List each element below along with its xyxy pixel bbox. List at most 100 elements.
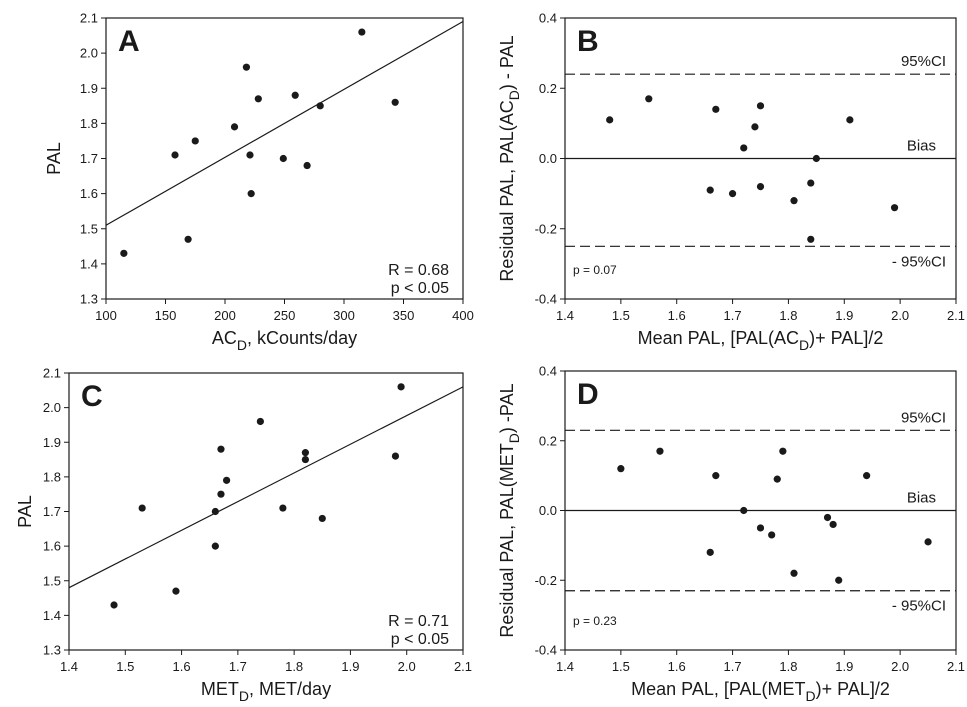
panel-b-ci-upper-label: 95%CI — [901, 53, 946, 70]
panel-a-x-axis-title: ACD, kCounts/day — [212, 328, 357, 353]
panel-b-data-point — [756, 183, 765, 191]
panel-a-data-point — [191, 137, 199, 145]
panel-d-bias-label: Bias — [907, 490, 936, 507]
panel-a-p-value: p < 0.05 — [391, 280, 449, 297]
panel-d-data-point — [768, 531, 776, 539]
panel-b-x-tick-label: 1.4 — [556, 308, 574, 323]
panel-b-data-point — [807, 235, 815, 243]
panel-a-data-point — [254, 95, 262, 103]
panel-d-y-tick-label: -0.2 — [535, 573, 557, 588]
panel-d-x-tick-label: 1.8 — [779, 659, 797, 674]
axis-title-subscript: D — [806, 688, 816, 704]
panel-d-data-point — [863, 472, 871, 480]
panel-a-data-point — [247, 190, 255, 198]
panel-b-y-tick-label: -0.2 — [535, 221, 557, 236]
panel-b-x-tick-label: 1.6 — [668, 308, 686, 323]
panel-d-x-axis-title: Mean PAL, [PAL(METD)+ PAL]/2 — [631, 679, 890, 704]
panel-b-data-point — [740, 144, 748, 152]
panel-a-r-value: R = 0.68 — [388, 262, 449, 279]
panel-b-data-point — [756, 102, 765, 110]
panel-c-r-value: R = 0.71 — [388, 613, 449, 630]
axis-title-main: Mean PAL, [PAL(AC — [638, 328, 799, 348]
panel-c-x-tick-label: 1.9 — [341, 659, 359, 674]
panel-d-y-axis-title: Residual PAL, PAL(METD) -PAL — [497, 383, 522, 637]
panel-d-data-point — [706, 548, 714, 556]
panel-d-data-point — [823, 513, 832, 522]
panel-a-data-point — [358, 28, 366, 36]
panel-c-y-tick-label: 2.0 — [43, 400, 61, 415]
panel-d-y-tick-label: 0.4 — [539, 364, 557, 379]
panel-c-data-point — [279, 504, 287, 512]
panel-d-data-point — [790, 569, 798, 577]
panel-c-data-point — [391, 452, 400, 460]
panel-c-y-tick-label: 1.9 — [43, 435, 61, 450]
panel-b-x-axis-title: Mean PAL, [PAL(ACD)+ PAL]/2 — [638, 328, 884, 353]
panel-a-y-axis-title: PAL — [44, 142, 64, 175]
panel-c-data-point — [211, 507, 219, 516]
panel-b-data-point — [606, 116, 614, 124]
panel-b-ci-lower-label: - 95%CI — [892, 253, 946, 270]
axis-title-subscript: D — [799, 337, 809, 353]
panel-c-regression-line — [68, 386, 464, 589]
panel-a-data-point — [303, 161, 311, 170]
panel-d-data-point — [779, 447, 787, 455]
panel-c-data-point — [397, 383, 405, 391]
panel-c-x-tick-label: 1.4 — [60, 659, 78, 674]
panel-d-x-tick-label: 1.6 — [668, 659, 686, 674]
panel-c-data-point — [217, 445, 225, 453]
panel-b-data-point — [645, 95, 653, 103]
panel-c-y-tick-label: 1.8 — [43, 469, 61, 484]
panel-b-data-point — [790, 197, 798, 205]
panel-c-x-tick-label: 1.7 — [229, 659, 247, 674]
panel-a-x-tick-label: 250 — [274, 308, 296, 323]
panel-b-x-tick-label: 1.9 — [835, 308, 853, 323]
axis-title-main: AC — [212, 328, 237, 348]
panel-b-data-point — [712, 105, 720, 113]
panel-b-data-point — [807, 179, 815, 187]
panel-b-data-point — [846, 116, 854, 124]
panel-a-data-point — [246, 151, 254, 159]
panel-c-data-point — [301, 455, 309, 464]
axis-title-main: MET — [201, 679, 239, 699]
panel-a-data-point — [184, 235, 192, 243]
axis-title-main: Mean PAL, [PAL(MET — [631, 679, 805, 699]
panel-c-frame — [68, 372, 464, 651]
panel-d-y-tick-label: -0.4 — [535, 643, 557, 658]
panel-c-x-tick-label: 1.6 — [173, 659, 191, 674]
axis-title-subscript: D — [239, 688, 249, 704]
panel-a-data-point — [391, 98, 399, 106]
panel-a-regression-line — [105, 20, 464, 226]
panel-d-data-point — [712, 472, 720, 480]
panel-d-data-point — [835, 576, 843, 584]
panel-c-data-point — [301, 449, 309, 457]
panel-a-y-tick-label: 1.9 — [80, 81, 98, 96]
panel-c-y-tick-label: 1.7 — [43, 504, 61, 519]
panel-d-x-tick-label: 1.7 — [724, 659, 742, 674]
panel-b-data-point — [890, 204, 899, 212]
panel-c-y-tick-label: 1.6 — [43, 539, 61, 554]
panel-d-data-point — [740, 506, 748, 515]
axis-title-rest: ) - PAL — [497, 35, 517, 90]
axis-title-rest: , kCounts/day — [247, 328, 357, 348]
panel-a-y-tick-label: 1.4 — [80, 256, 98, 271]
panel-a-y-tick-label: 2.1 — [80, 11, 98, 26]
panel-c-data-point — [138, 504, 146, 512]
panel-b-x-tick-label: 2.0 — [891, 308, 909, 323]
panel-c-y-tick-label: 1.3 — [43, 643, 61, 658]
panel-a-x-tick-label: 200 — [214, 308, 236, 323]
panel-a-data-point — [291, 91, 299, 99]
panel-b-x-tick-label: 2.1 — [947, 308, 965, 323]
axis-title-main: Residual PAL, PAL(MET — [497, 443, 517, 637]
panel-c-y-tick-label: 2.1 — [43, 366, 61, 381]
panel-d-x-tick-label: 2.1 — [947, 659, 965, 674]
axis-title-subscript: D — [506, 90, 522, 100]
panel-a-y-tick-label: 2.0 — [80, 46, 98, 61]
panel-b-letter: B — [577, 25, 599, 58]
panel-b-y-tick-label: 0.4 — [539, 11, 557, 26]
panel-d-ci-lower-label: - 95%CI — [892, 598, 946, 615]
panel-a-y-tick-label: 1.8 — [80, 116, 98, 131]
panel-d-letter: D — [577, 378, 599, 411]
panel-a-data-point — [230, 123, 239, 131]
panel-a-y-tick-label: 1.6 — [80, 186, 98, 201]
panel-a-data-point — [171, 151, 179, 159]
